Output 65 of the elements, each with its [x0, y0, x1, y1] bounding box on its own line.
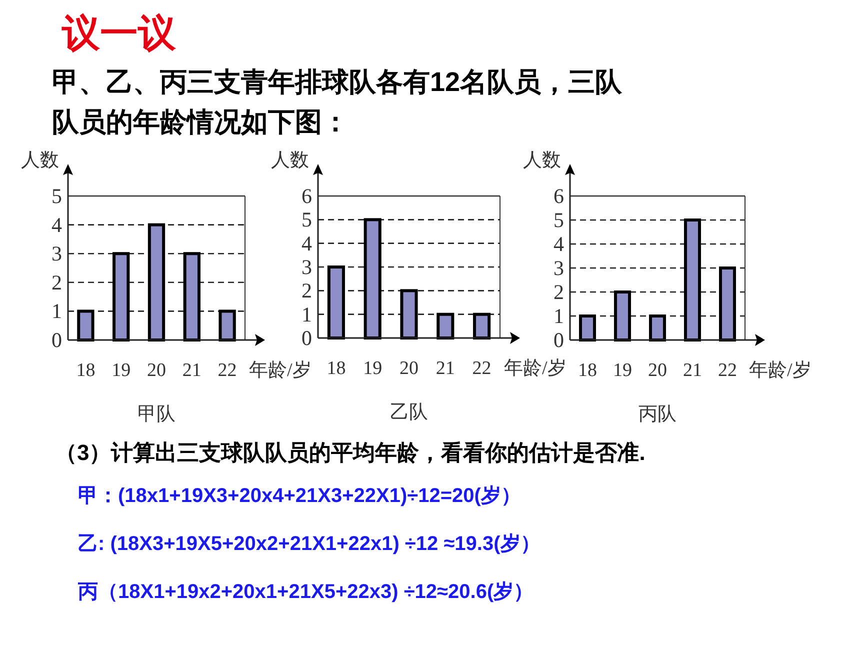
x-tick-label: 21 [436, 358, 455, 379]
bar [77, 310, 94, 342]
y-tick-label: 0 [554, 328, 564, 352]
text: 丙（18X1+19x2+20x1+21X5+22x3) ÷12≈20.6(岁） [78, 580, 534, 605]
x-tick-label: 18 [326, 358, 346, 379]
text: 丙队 [638, 404, 676, 425]
text: 乙队 [390, 402, 428, 423]
bar [614, 290, 631, 342]
x-tick-label: 18 [578, 360, 597, 381]
y-tick-label: 6 [302, 184, 312, 208]
y-tick-label: 2 [554, 280, 564, 304]
bar [112, 252, 130, 342]
bar [327, 266, 345, 340]
y-tick-label: 1 [52, 299, 62, 324]
bar [436, 312, 454, 340]
x-tick-label: 20 [147, 360, 166, 381]
bar [649, 314, 666, 342]
y-axis-title: 人数 [271, 150, 309, 171]
bar [473, 312, 491, 340]
y-tick-label: 0 [302, 326, 312, 350]
x-tick-label: 20 [400, 358, 418, 379]
text: 甲队 [138, 404, 176, 425]
text: 甲、乙、丙三支青年排球队各有12名队员，三队队员的年龄情况如下图： [52, 66, 624, 139]
y-tick-label: 1 [302, 302, 312, 326]
y-axis-title: 人数 [523, 150, 561, 171]
text: （3）计算出三支球队队员的平均年龄，看看你的估计是否准. [55, 439, 646, 467]
x-tick-label: 21 [182, 360, 202, 381]
text: 乙: (18X3+19X5+20x2+21X1+22x1) ÷12 ≈19.3(岁） [78, 532, 540, 557]
y-tick-label: 2 [302, 278, 312, 303]
x-tick-label: 22 [472, 358, 492, 379]
x-tick-label: 19 [363, 358, 382, 379]
y-tick-label: 5 [302, 208, 312, 232]
y-tick-label: 5 [554, 208, 564, 232]
bar [364, 218, 382, 340]
x-axis-title: 年龄/岁 [504, 358, 566, 379]
text: 议一议 [62, 12, 176, 57]
x-tick-label: 21 [683, 360, 702, 381]
x-tick-label: 19 [112, 360, 131, 381]
y-tick-label: 3 [52, 242, 62, 266]
y-tick-label: 1 [554, 304, 564, 328]
y-tick-label: 0 [52, 328, 62, 352]
y-tick-label: 2 [52, 270, 62, 294]
bar [183, 252, 200, 342]
x-axis-title: 年龄/岁 [749, 360, 812, 381]
y-axis-title: 人数 [21, 150, 59, 171]
x-tick-label: 18 [76, 360, 96, 381]
bar [148, 223, 166, 342]
y-tick-label: 3 [302, 255, 312, 279]
text: 甲：(18x1+19X3+20x4+21X3+22X1)÷12=20(岁） [78, 484, 521, 509]
y-tick-label: 5 [52, 184, 62, 208]
x-tick-label: 19 [613, 360, 632, 381]
x-tick-label: 22 [718, 360, 737, 381]
bar [719, 266, 736, 342]
y-tick-label: 4 [52, 212, 62, 237]
bar [400, 289, 418, 340]
bar [218, 310, 236, 342]
bar [579, 314, 596, 342]
y-tick-label: 4 [554, 232, 564, 256]
x-tick-label: 22 [218, 360, 237, 381]
y-tick-label: 3 [554, 256, 564, 280]
y-tick-label: 4 [302, 231, 312, 256]
y-tick-label: 6 [554, 184, 564, 208]
bar [684, 218, 701, 342]
x-axis-title: 年龄/岁 [249, 360, 312, 381]
x-tick-label: 20 [648, 360, 667, 381]
